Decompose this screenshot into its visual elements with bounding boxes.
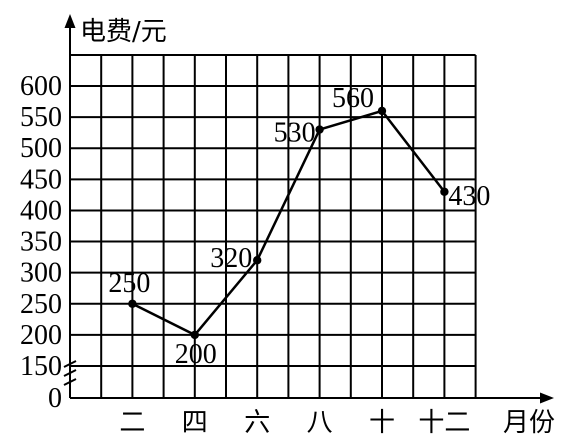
x-tick-labels: 二 四 六 八 十十二 [119, 408, 470, 438]
x-tick-label: 十二 [418, 408, 470, 438]
data-point [440, 187, 449, 196]
data-label: 200 [175, 339, 217, 370]
y-tick-label: 450 [20, 164, 62, 195]
y-tick-label: 200 [20, 320, 62, 351]
y-tick-label: 400 [20, 195, 62, 226]
series-line [131, 109, 446, 337]
x-axis-label: 月份 [503, 408, 555, 438]
data-labels: 250 200 320 530 560 430 [108, 83, 490, 370]
data-label: 320 [210, 243, 252, 274]
data-label: 250 [108, 268, 150, 299]
axes [63, 14, 554, 404]
y-tick-label: 300 [20, 258, 62, 289]
data-point [377, 106, 387, 116]
grid [70, 54, 477, 398]
x-tick-label: 二 [119, 408, 145, 438]
y-tick-label: 150 [20, 351, 62, 382]
y-tick-label: 550 [20, 102, 62, 133]
y-axis-label: 电费/元 [80, 17, 167, 47]
data-label: 560 [332, 83, 374, 114]
x-tick-label: 十 [369, 408, 395, 438]
y-tick-label: 250 [20, 289, 62, 320]
axis-break [63, 360, 77, 386]
x-tick-label: 八 [307, 408, 333, 438]
y-tick-label: 500 [20, 133, 62, 164]
y-tick-label: 600 [20, 71, 62, 102]
data-point [190, 330, 199, 340]
data-label: 530 [274, 118, 316, 149]
y-tick-label: 0 [48, 383, 62, 414]
data-point [253, 256, 262, 265]
x-tick-label: 六 [244, 408, 270, 438]
data-label: 430 [448, 181, 490, 212]
y-axis-arrow [64, 14, 76, 28]
data-point [315, 125, 324, 134]
x-axis-arrow [540, 392, 554, 404]
x-tick-label: 四 [182, 408, 208, 438]
y-tick-label: 350 [20, 227, 62, 258]
data-point [128, 299, 137, 308]
series [128, 106, 449, 340]
